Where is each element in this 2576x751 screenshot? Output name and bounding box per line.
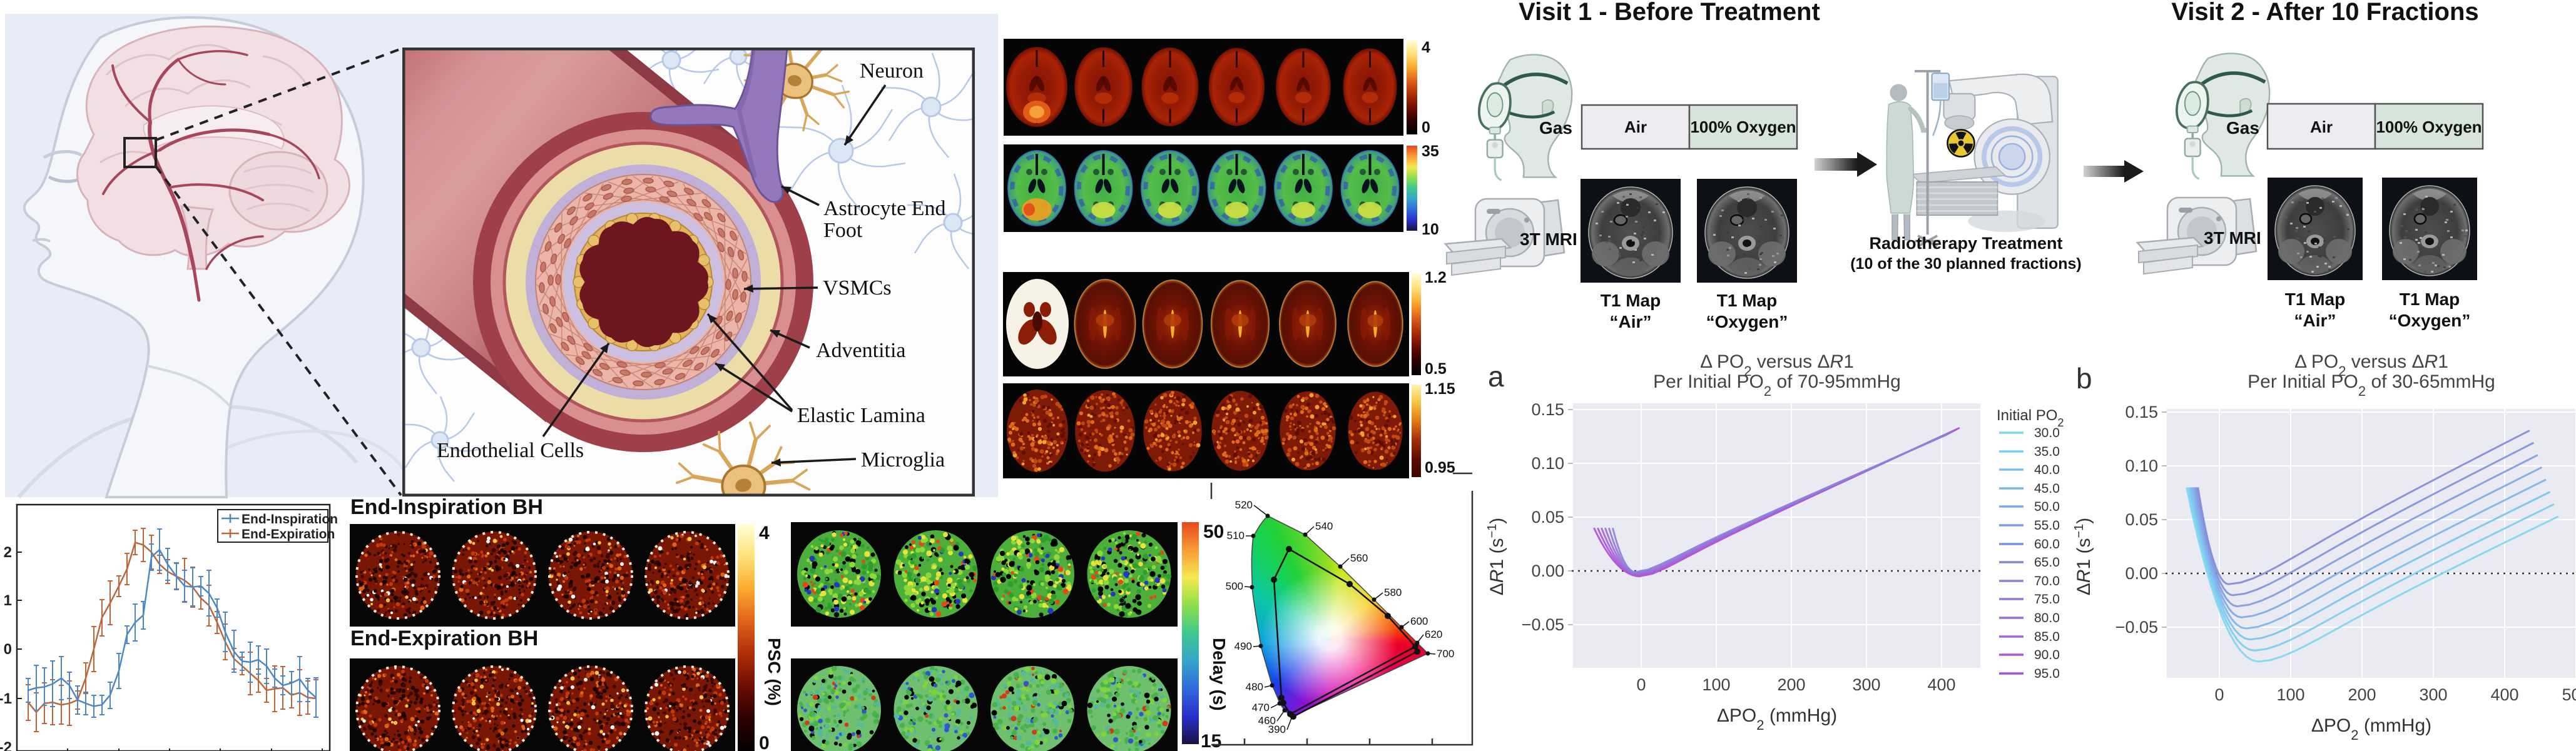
- svg-text:Microglia: Microglia: [861, 448, 945, 471]
- svg-text:PSC (%): PSC (%): [765, 638, 784, 706]
- svg-text:620: 620: [1425, 628, 1442, 640]
- svg-text:390: 390: [1268, 723, 1286, 735]
- svg-text:460: 460: [1258, 715, 1276, 727]
- svg-text:700: 700: [1437, 648, 1454, 660]
- svg-text:-2: -2: [0, 739, 12, 751]
- svg-text:1: 1: [4, 592, 12, 609]
- svg-text:500: 500: [1226, 580, 1243, 592]
- svg-text:1.2: 1.2: [1425, 269, 1447, 286]
- svg-text:Delay (s): Delay (s): [1209, 638, 1229, 711]
- svg-text:1.15: 1.15: [1425, 380, 1455, 398]
- svg-text:Elastic Lamina: Elastic Lamina: [797, 404, 925, 427]
- svg-text:480: 480: [1246, 681, 1263, 693]
- svg-text:Neuron: Neuron: [860, 59, 924, 83]
- svg-text:Foot: Foot: [823, 219, 863, 242]
- svg-text:4: 4: [759, 523, 770, 543]
- svg-text:510: 510: [1227, 530, 1245, 542]
- svg-text:Astrocyte End: Astrocyte End: [823, 197, 945, 220]
- svg-text:50: 50: [1203, 522, 1224, 542]
- svg-text:2: 2: [4, 544, 12, 561]
- svg-text:580: 580: [1384, 587, 1402, 598]
- svg-text:600: 600: [1410, 615, 1428, 627]
- svg-text:4: 4: [1422, 39, 1430, 56]
- svg-text:End-Expiration BH: End-Expiration BH: [350, 627, 538, 650]
- svg-text:End-Inspiration BH: End-Inspiration BH: [350, 495, 543, 519]
- svg-text:10: 10: [1422, 221, 1439, 238]
- svg-text:0: 0: [4, 641, 12, 658]
- svg-text:490: 490: [1235, 640, 1252, 652]
- svg-text:15: 15: [1201, 731, 1221, 751]
- svg-text:0: 0: [759, 733, 770, 751]
- svg-text:0.95: 0.95: [1425, 459, 1455, 476]
- svg-text:Endothelial Cells: Endothelial Cells: [437, 439, 584, 462]
- svg-text:520: 520: [1235, 499, 1253, 511]
- svg-text:-1: -1: [0, 690, 12, 707]
- svg-text:35: 35: [1422, 143, 1439, 160]
- svg-text:Adventitia: Adventitia: [816, 339, 906, 362]
- svg-text:540: 540: [1315, 520, 1333, 532]
- svg-text:560: 560: [1350, 552, 1368, 564]
- svg-text:0.5: 0.5: [1425, 360, 1447, 378]
- svg-text:470: 470: [1252, 702, 1270, 713]
- svg-text:0: 0: [1422, 119, 1430, 136]
- svg-text:VSMCs: VSMCs: [823, 276, 892, 300]
